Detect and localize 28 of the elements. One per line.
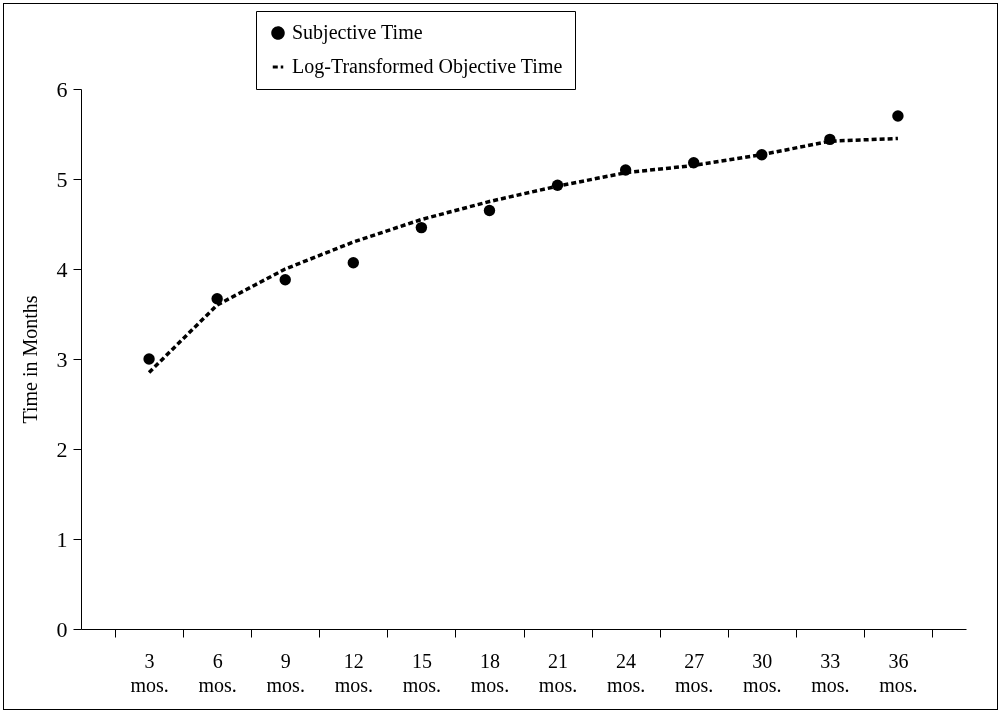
y-tick-label: 6 xyxy=(56,76,68,102)
x-tick-label: 33 mos. xyxy=(811,649,850,696)
x-tick-label: 15 mos. xyxy=(402,649,442,696)
y-axis-title: Time in Months xyxy=(18,295,41,424)
point xyxy=(483,204,496,217)
y-tick-label: 1 xyxy=(56,526,68,552)
point xyxy=(279,274,291,286)
x-tick-label: 30 mos. xyxy=(743,649,782,696)
x-tick-label: 36 mos. xyxy=(879,649,918,696)
point xyxy=(347,257,360,269)
point xyxy=(143,353,155,365)
x-tick-label: 6 mos. xyxy=(198,649,237,696)
x-tick-label: 27 mos. xyxy=(675,649,714,696)
point xyxy=(892,110,904,122)
y-tick-label: 4 xyxy=(56,256,68,282)
legend-label: Log-Transformed Objective Time xyxy=(292,55,563,78)
legend-label: Subjective Time xyxy=(292,21,423,44)
point xyxy=(415,221,428,234)
x-tick-label: 12 mos. xyxy=(334,649,373,696)
y-tick-label: 3 xyxy=(56,346,68,372)
y-tick-label: 5 xyxy=(56,166,68,192)
y-tick-label: 2 xyxy=(56,436,68,462)
y-tick-label: 0 xyxy=(56,616,68,642)
x-tick-label: 3 mos. xyxy=(130,649,169,696)
x-tick-label: 24 mos. xyxy=(606,649,646,696)
x-tick-label: 9 mos. xyxy=(266,649,305,696)
x-tick-label: 21 mos. xyxy=(538,649,578,696)
x-tick-label: 18 mos. xyxy=(470,649,510,696)
